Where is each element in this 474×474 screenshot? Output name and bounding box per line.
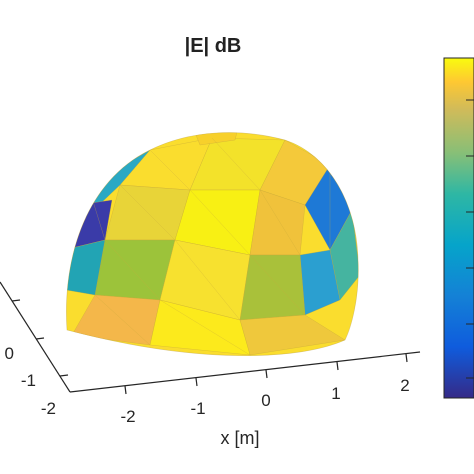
mesh-edge bbox=[159, 299, 251, 356]
x-tick-label: -1 bbox=[190, 399, 205, 418]
mesh-edge bbox=[249, 254, 306, 316]
y-tick-marks bbox=[11, 299, 69, 377]
hemisphere-outline bbox=[66, 132, 359, 356]
x-tick-label: 1 bbox=[331, 384, 340, 403]
y-axis-line bbox=[0, 281, 71, 393]
y-tick-mark bbox=[35, 337, 45, 340]
mesh-edge bbox=[211, 137, 261, 191]
mesh-edge bbox=[259, 189, 301, 256]
x-tick-label: 0 bbox=[261, 391, 270, 410]
x-tick-mark bbox=[265, 369, 268, 379]
surface-facet bbox=[239, 254, 306, 321]
x-tick-label: -2 bbox=[120, 407, 135, 426]
y-tick-label: 0 bbox=[5, 344, 14, 363]
mesh-edge bbox=[174, 239, 241, 321]
y-tick-mark bbox=[11, 299, 21, 302]
x-tick-mark bbox=[124, 385, 127, 395]
axes-box bbox=[0, 281, 421, 393]
chart-title: |E| dB bbox=[185, 35, 242, 57]
y-tick-label: -1 bbox=[21, 371, 36, 390]
hemisphere-surface bbox=[66, 132, 359, 356]
x-tick-marks bbox=[124, 353, 408, 395]
mesh-edge bbox=[119, 184, 176, 241]
colorbar-ticks bbox=[466, 99, 474, 379]
mesh-edge bbox=[189, 189, 251, 256]
y-tick-label: -2 bbox=[41, 399, 56, 418]
x-tick-label: 2 bbox=[400, 376, 409, 395]
mesh-edge bbox=[104, 239, 161, 301]
x-tick-mark bbox=[405, 353, 408, 363]
mesh-edge bbox=[149, 149, 191, 191]
mesh-edge bbox=[94, 294, 151, 346]
x-tick-mark bbox=[195, 377, 198, 387]
colorbar bbox=[443, 57, 474, 399]
surface-facet bbox=[189, 132, 241, 146]
x-axis-line bbox=[69, 351, 421, 393]
x-axis-label: x [m] bbox=[221, 428, 260, 448]
x-tick-mark bbox=[336, 361, 339, 371]
y-tick-mark bbox=[59, 374, 69, 377]
